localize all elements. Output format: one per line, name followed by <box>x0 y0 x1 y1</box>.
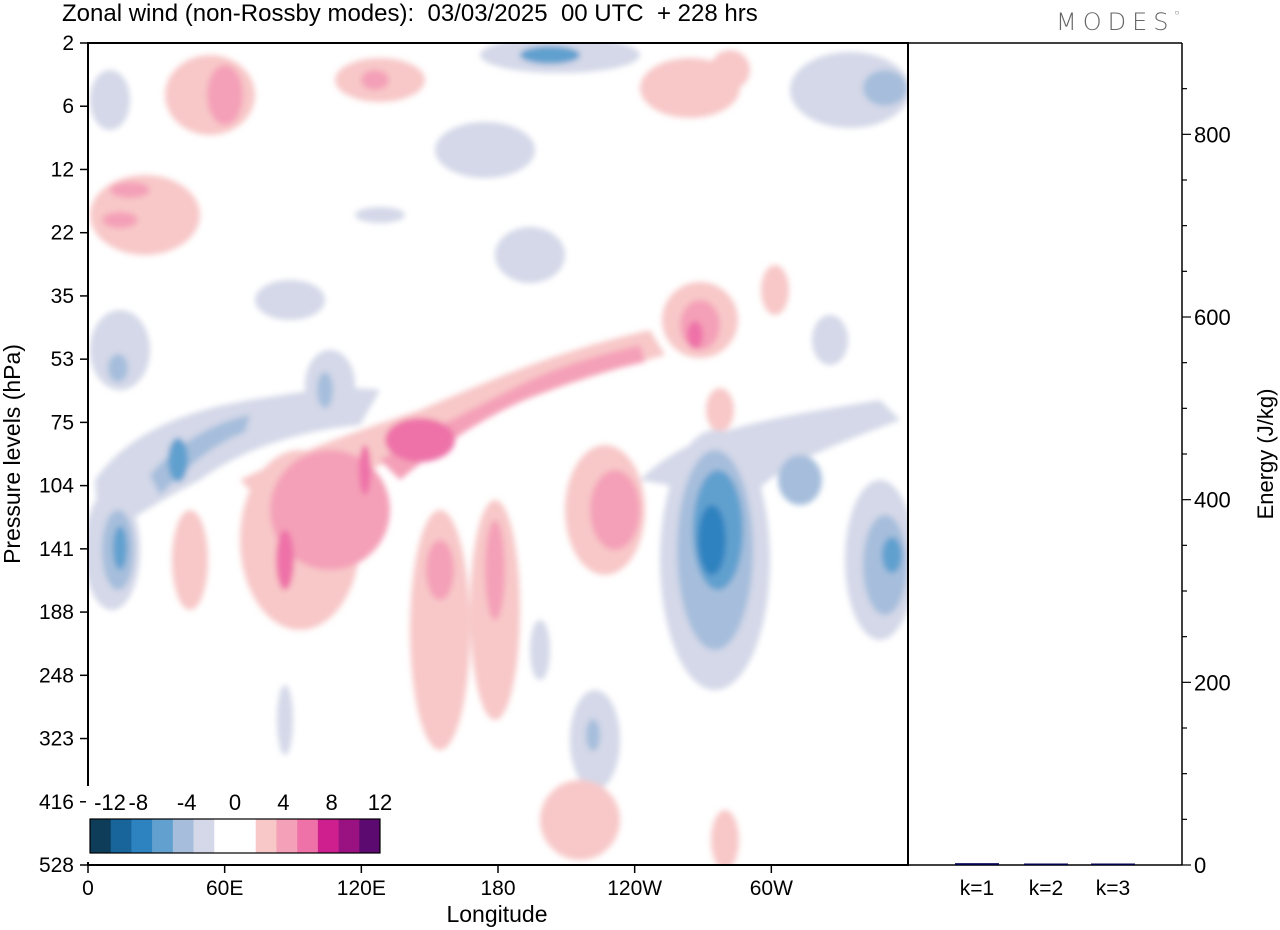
colorbar-swatch <box>131 819 153 853</box>
colorbar-swatch <box>193 819 215 853</box>
energy-tick-label: 600 <box>1194 305 1231 330</box>
x-tick-label: 0 <box>82 877 94 900</box>
colorbar-swatch <box>297 819 319 853</box>
y-tick-label: 75 <box>51 411 74 434</box>
x-tick-label: 60E <box>206 877 243 900</box>
energy-axis-ticks: 0 200 400 600 800 <box>1182 88 1231 878</box>
y-tick-label: 104 <box>39 475 74 498</box>
bar-category-label: k=2 <box>1029 877 1063 900</box>
colorbar-label: -12 <box>94 790 126 815</box>
x-tick-label: 60W <box>750 877 793 900</box>
colorbar-label: 4 <box>277 790 289 815</box>
y-tick-label: 2 <box>62 32 74 55</box>
bar-category-label: k=1 <box>960 877 994 900</box>
x-axis-label: Longitude <box>446 901 547 927</box>
y-tick-label: 22 <box>51 222 74 245</box>
colorbar-label: 8 <box>326 790 338 815</box>
colorbar-label: 0 <box>229 790 241 815</box>
energy-bar <box>1024 863 1068 865</box>
energy-bar <box>955 863 999 865</box>
y-tick-label: 35 <box>51 285 74 308</box>
energy-tick-label: 0 <box>1194 853 1206 878</box>
colorbar-swatch <box>276 819 298 853</box>
y-tick-label: 12 <box>51 158 74 181</box>
colorbar-label: -8 <box>129 790 149 815</box>
colorbar-frame <box>89 818 381 854</box>
energy-tick-label: 800 <box>1194 122 1231 147</box>
colorbar-swatch <box>255 819 277 853</box>
y-tick-label: 188 <box>39 601 74 624</box>
energy-tick-label: 400 <box>1194 488 1231 513</box>
energy-axis-label: Energy (J/kg) <box>1253 389 1278 520</box>
bar-category-label: k=3 <box>1096 877 1130 900</box>
x-tick-label: 120W <box>607 877 662 900</box>
colorbar-swatch <box>359 819 381 853</box>
y-tick-label: 323 <box>39 728 74 751</box>
energy-bar <box>1091 863 1135 865</box>
y-tick-label: 141 <box>39 538 74 561</box>
energy-bars: k=1 k=2 k=3 <box>955 863 1135 900</box>
y-tick-label: 528 <box>39 854 74 877</box>
hovmoller-contours <box>88 43 908 865</box>
colorbar-swatch <box>235 819 257 853</box>
y-tick-label: 53 <box>51 348 74 371</box>
chart-title: Zonal wind (non-Rossby modes): 03/03/202… <box>62 0 758 27</box>
y-tick-label: 6 <box>62 95 74 118</box>
modes-logo: MODES○ <box>1056 8 1180 36</box>
x-tick-label: 180 <box>480 877 515 900</box>
y-axis-label: Pressure levels (hPa) <box>0 344 25 564</box>
y-tick-label: 248 <box>39 664 74 687</box>
colorbar-swatch <box>338 819 360 853</box>
colorbar-label: -4 <box>177 790 197 815</box>
colorbar: -12 -8 -4 0 4 8 12 <box>86 786 392 862</box>
colorbar-swatch <box>110 819 132 853</box>
x-axis-ticks: 0 60E 120E 180 120W 60W <box>82 865 793 900</box>
colorbar-swatch <box>90 819 112 853</box>
colorbar-swatch <box>214 819 236 853</box>
colorbar-swatch <box>172 819 194 853</box>
y-axis-ticks: 2 6 12 22 35 53 75 104 141 188 248 323 416 528 <box>39 32 88 877</box>
energy-tick-label: 200 <box>1194 670 1231 695</box>
colorbar-swatch <box>317 819 339 853</box>
colorbar-label: 12 <box>368 790 392 815</box>
x-tick-label: 120E <box>337 877 386 900</box>
colorbar-swatch <box>152 819 174 853</box>
y-tick-label: 416 <box>39 791 74 814</box>
